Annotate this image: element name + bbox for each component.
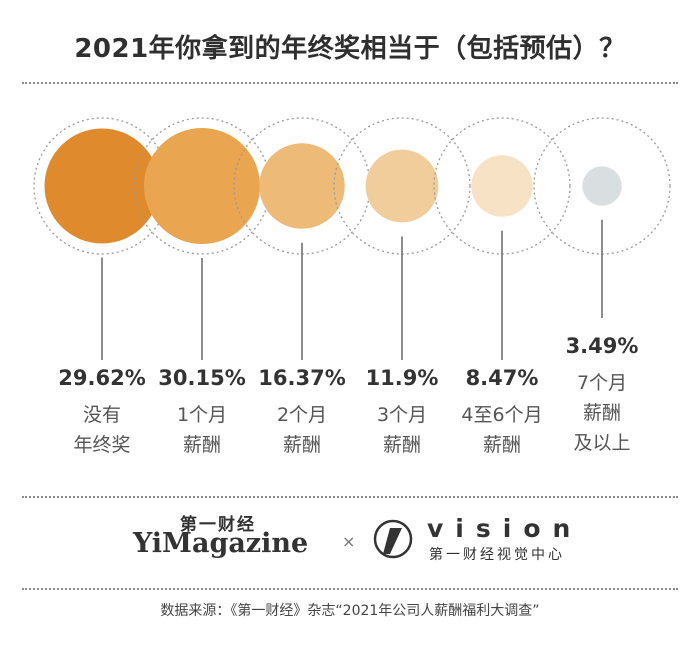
category-label: 薪酬 <box>282 434 321 456</box>
value-label: 8.47% <box>465 366 539 390</box>
top-divider <box>22 82 678 84</box>
category-label: 及以上 <box>573 432 631 454</box>
category-label: 2个月 <box>276 404 328 426</box>
vision-logo-subtitle: 第一财经视觉中心 <box>429 547 565 563</box>
yimagazine-cn-logo: 第一财经 <box>180 515 256 535</box>
value-label: 11.9% <box>365 366 439 390</box>
bubble-mark <box>582 166 622 206</box>
category-label: 3个月 <box>376 404 428 426</box>
category-label: 薪酬 <box>382 434 421 456</box>
chart-title: 2021年你拿到的年终奖相当于（包括预估）？ <box>74 34 626 64</box>
value-label: 29.62% <box>58 366 146 390</box>
category-label: 4至6个月 <box>461 404 543 426</box>
vision-logo-text: vision <box>427 514 583 543</box>
category-label: 薪酬 <box>182 434 221 456</box>
category-label: 年终奖 <box>73 434 131 456</box>
middle-divider <box>22 496 678 498</box>
bubble-mark <box>365 149 439 223</box>
category-label: 没有 <box>82 404 121 426</box>
value-label: 16.37% <box>258 366 346 390</box>
value-label: 3.49% <box>565 334 639 358</box>
category-label: 薪酬 <box>482 434 521 456</box>
category-label: 1个月 <box>176 404 228 426</box>
data-source: 数据来源：《第一财经》杂志“2021年公司人薪酬福利大调查” <box>160 603 540 619</box>
bubble-mark <box>44 128 160 244</box>
category-label: 薪酬 <box>582 402 621 424</box>
bubble-mark <box>144 128 260 244</box>
brand-separator: × <box>342 532 356 551</box>
vision-logo-icon <box>373 519 413 559</box>
bottom-divider <box>22 588 678 590</box>
yimagazine-logo: YiMagazine <box>133 528 309 559</box>
bubble-mark <box>259 143 345 229</box>
value-label: 30.15% <box>158 366 246 390</box>
bubble-mark <box>471 155 533 217</box>
category-label: 7个月 <box>576 372 628 394</box>
